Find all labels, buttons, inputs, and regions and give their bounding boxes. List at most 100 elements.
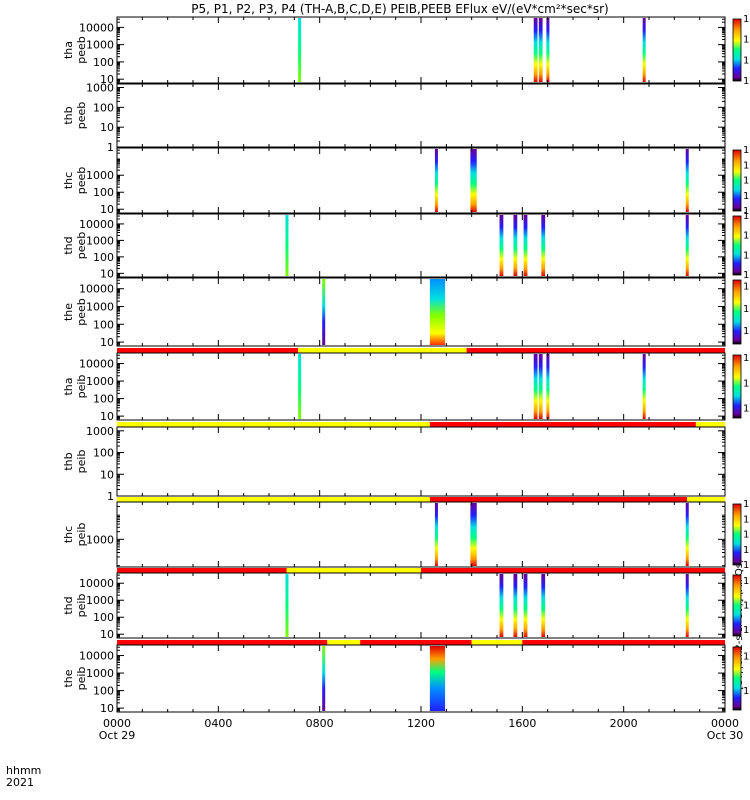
burst-the-peeb-0: [322, 279, 326, 345]
panel-label-instrument-thd-peeb: peeb: [75, 232, 88, 260]
panel-frame-tha-peib: [116, 352, 726, 421]
quality-flag-thb-peib-1: [429, 422, 696, 427]
colorbar-tick-thc-peib-2: 10⁶: [743, 530, 750, 541]
panel-label-probe-the-peeb: the: [62, 303, 75, 321]
colorbar-tick-tha-peib-0: 10⁴: [743, 404, 750, 415]
ytick-label-thd-peib-2: 1000: [86, 594, 114, 607]
colorbar-tick-tha-peib-1: 10⁵: [743, 378, 750, 389]
panel-label-instrument-the-peeb: peeb: [75, 298, 88, 326]
xtick-label-1: 0400: [204, 717, 232, 730]
colorbar-thd-peeb: [732, 215, 742, 276]
colorbar-tha-peib: [732, 354, 742, 419]
colorbar-tick-thc-peib-0: 10⁴: [743, 560, 750, 571]
panel-label-probe-the-peib: the: [62, 669, 75, 687]
ytick-label-the-peib-2: 1000: [86, 667, 114, 680]
quality-flag-the-peib-2: [360, 640, 472, 645]
ytick-label-thc-peeb-1: 100: [93, 186, 114, 199]
burst-tha-peib-0: [298, 354, 302, 419]
ytick-label-thd-peeb-1: 100: [93, 251, 114, 264]
panel-label-instrument-thb-peeb: peeb: [75, 102, 88, 130]
burst-tha-peeb-4: [642, 18, 646, 82]
panel-label-probe-thd-peib: thd: [62, 596, 75, 614]
ytick-label-tha-peeb-0: 10: [100, 73, 114, 86]
quality-flag-thb-peib-2: [695, 422, 725, 427]
colorbar-tick-thc-peeb-0: 10⁴: [743, 206, 750, 217]
quality-flag-thd-peib-1: [286, 568, 421, 573]
ytick-label-thb-peib-0: 1: [107, 490, 114, 503]
burst-thd-peib-1: [499, 574, 504, 637]
quality-flag-the-peib-3: [471, 640, 523, 645]
ytick-label-thb-peeb-1: 10: [100, 121, 114, 134]
burst-thd-peib-4: [541, 574, 546, 637]
colorbar-tick-thd-peeb-0: 10⁵: [743, 270, 750, 281]
burst-the-peib-1: [429, 646, 446, 711]
quality-flag-the-peib-0: [117, 640, 328, 645]
burst-thc-peib-0: [434, 503, 438, 566]
colorbar-thc-peib: [732, 503, 742, 566]
burst-thc-peeb-0: [434, 149, 438, 212]
ytick-label-tha-peib-3: 10000: [79, 358, 114, 371]
ytick-label-the-peib-0: 10: [100, 702, 114, 715]
colorbar-tick-thc-peib-4: 10⁸: [743, 499, 750, 510]
burst-thd-peeb-2: [513, 215, 518, 276]
xtick-label-0: 0000: [103, 717, 131, 730]
panel-thb-peib: 1 10 100 1000 thb peib: [62, 422, 726, 503]
colorbar-tick-thd-peib-1: 10⁵: [743, 601, 750, 612]
burst-tha-peib-2: [538, 354, 543, 419]
quality-flag-thc-peib-0: [117, 497, 430, 502]
burst-thd-peeb-1: [499, 215, 504, 276]
ytick-label-tha-peib-2: 1000: [86, 375, 114, 388]
colorbar-tick-thd-peib-0: 10⁴: [743, 625, 750, 636]
ytick-label-the-peib-3: 10000: [79, 650, 114, 663]
colorbar-the-peib: [732, 646, 742, 711]
xtick-label-4: 1600: [508, 717, 536, 730]
ytick-label-thb-peeb-2: 100: [93, 101, 114, 114]
panel-frame-the-peib: [116, 644, 726, 713]
panel-label-probe-thc-peeb: thc: [62, 172, 75, 189]
quality-flag-thd-peib-2: [421, 568, 725, 573]
panel-label-instrument-tha-peeb: peeb: [75, 36, 88, 64]
ytick-label-the-peeb-3: 10000: [79, 283, 114, 296]
colorbar-tick-the-peib-0: 10⁵: [743, 686, 750, 697]
colorbar-tick-thd-peeb-3: 10⁸: [743, 211, 750, 222]
ytick-label-thb-peib-2: 100: [93, 447, 114, 460]
xtick-label-3: 1200: [407, 717, 435, 730]
quality-flag-thb-peib-0: [117, 422, 430, 427]
panel-frame-the-peeb: [116, 277, 726, 347]
burst-tha-peeb-2: [538, 18, 543, 82]
colorbar-tick-thc-peeb-1: 10⁵: [743, 191, 750, 202]
burst-the-peeb-1: [429, 279, 446, 345]
colorbar-tick-tha-peeb-3: 10⁸: [743, 14, 750, 25]
colorbar-tick-tha-peeb-1: 10⁶: [743, 56, 750, 67]
colorbar-thd-peib: [732, 574, 742, 637]
ytick-label-tha-peeb-3: 10000: [79, 21, 114, 34]
xtick-label-6: 0000: [711, 717, 739, 730]
burst-tha-peib-4: [642, 354, 646, 419]
panel-frame-thd-peeb: [116, 213, 726, 278]
x-year-label: 2021: [6, 776, 34, 789]
colorbar-tick-thc-peeb-2: 10⁶: [743, 176, 750, 187]
panel-label-probe-tha-peib: tha: [62, 377, 75, 395]
quality-flag-thc-peib-2: [687, 497, 725, 502]
burst-thc-peeb-2: [685, 149, 689, 212]
colorbar-tick-thc-peib-3: 10⁷: [743, 514, 750, 525]
burst-thd-peeb-3: [523, 215, 528, 276]
panel-label-probe-thb-peib: thb: [62, 452, 75, 470]
ytick-label-the-peeb-0: 10: [100, 336, 114, 349]
burst-thd-peib-0: [285, 574, 289, 637]
quality-flag-thd-peib-0: [117, 568, 287, 573]
ytick-label-thd-peib-3: 10000: [79, 577, 114, 590]
colorbar-tick-tha-peeb-0: 10⁵: [743, 76, 750, 87]
xtick-label-2: 0800: [306, 717, 334, 730]
burst-thd-peib-2: [513, 574, 518, 637]
colorbar-tick-thc-peeb-4: 10⁸: [743, 145, 750, 156]
ytick-label-thb-peib-1: 10: [100, 468, 114, 481]
colorbar-tha-peeb: [732, 18, 742, 82]
burst-tha-peeb-0: [298, 18, 302, 82]
burst-thc-peib-1: [470, 503, 477, 566]
